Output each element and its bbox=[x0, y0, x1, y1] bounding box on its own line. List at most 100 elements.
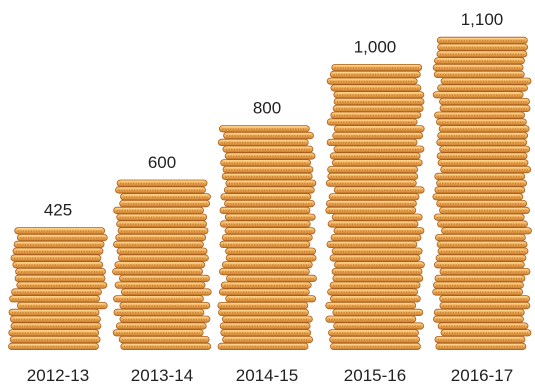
coin-stack-bar bbox=[112, 179, 212, 351]
coin bbox=[440, 77, 532, 85]
coin bbox=[332, 104, 424, 112]
coin bbox=[435, 342, 527, 351]
coin bbox=[218, 125, 310, 133]
coin bbox=[115, 233, 207, 242]
coin bbox=[120, 288, 212, 296]
coin bbox=[12, 261, 104, 269]
x-tick-label: 2016-17 bbox=[451, 366, 513, 385]
coin-stack-bar bbox=[8, 227, 108, 351]
coin bbox=[220, 281, 312, 289]
coin bbox=[217, 301, 309, 310]
coin bbox=[333, 145, 425, 153]
coin bbox=[115, 186, 206, 194]
coin bbox=[436, 138, 528, 146]
coin bbox=[329, 281, 421, 289]
coin bbox=[433, 281, 524, 289]
coin bbox=[325, 206, 417, 214]
coin bbox=[331, 247, 423, 255]
coin bbox=[120, 193, 211, 201]
coin bbox=[437, 159, 529, 167]
coin-stacks bbox=[8, 36, 532, 351]
coin bbox=[8, 342, 99, 351]
coin bbox=[225, 295, 317, 303]
coin bbox=[331, 267, 423, 276]
x-tick-label: 2013-14 bbox=[131, 366, 193, 385]
coin bbox=[223, 131, 314, 140]
coin bbox=[219, 322, 311, 330]
coin bbox=[439, 295, 531, 303]
coin bbox=[116, 213, 208, 221]
coin bbox=[225, 254, 317, 262]
coin bbox=[115, 322, 207, 330]
coin bbox=[434, 57, 525, 65]
value-label: 1,100 bbox=[461, 10, 504, 29]
coin bbox=[220, 159, 312, 167]
coin bbox=[434, 172, 526, 180]
coin bbox=[333, 91, 425, 99]
coin bbox=[223, 186, 315, 194]
coin bbox=[113, 240, 204, 248]
coin bbox=[114, 281, 206, 289]
coin bbox=[222, 165, 314, 174]
coin bbox=[439, 104, 531, 112]
coin bbox=[224, 199, 315, 208]
coin bbox=[437, 220, 528, 228]
coin bbox=[112, 267, 203, 276]
coin bbox=[221, 315, 313, 323]
coin bbox=[222, 145, 314, 153]
coin bbox=[10, 315, 101, 323]
coin bbox=[327, 220, 419, 228]
coin bbox=[15, 267, 106, 276]
coin bbox=[436, 152, 528, 160]
coin bbox=[218, 308, 309, 317]
coin bbox=[334, 261, 425, 269]
coin bbox=[16, 281, 108, 289]
coin bbox=[333, 322, 425, 330]
coin bbox=[221, 261, 313, 269]
coin bbox=[332, 274, 424, 283]
coin bbox=[8, 329, 100, 337]
coin bbox=[225, 247, 316, 255]
coin bbox=[331, 64, 423, 72]
coin bbox=[332, 308, 424, 317]
coin bbox=[225, 179, 317, 187]
coin bbox=[11, 288, 102, 296]
coin bbox=[327, 172, 419, 180]
coin bbox=[119, 199, 211, 208]
coin bbox=[117, 227, 209, 235]
coin bbox=[333, 125, 425, 133]
coin bbox=[16, 233, 108, 242]
coin bbox=[433, 261, 525, 269]
coin bbox=[439, 206, 530, 214]
coin bbox=[434, 274, 526, 283]
coin-stack-bar bbox=[432, 36, 532, 351]
coin bbox=[118, 335, 210, 344]
coin bbox=[333, 98, 425, 106]
coin bbox=[333, 186, 425, 194]
coin bbox=[439, 98, 530, 106]
coin bbox=[433, 213, 525, 221]
coin bbox=[9, 295, 100, 303]
coin bbox=[440, 165, 532, 174]
coin bbox=[328, 329, 419, 337]
coin bbox=[432, 288, 524, 296]
coin bbox=[439, 267, 531, 276]
coin bbox=[437, 131, 529, 140]
coin bbox=[437, 247, 529, 255]
coin bbox=[327, 165, 419, 174]
coin bbox=[325, 315, 417, 323]
coin bbox=[433, 308, 525, 317]
coin bbox=[221, 233, 313, 242]
coin-stack-bar bbox=[217, 125, 317, 351]
coin bbox=[330, 342, 421, 351]
coin bbox=[436, 36, 528, 45]
coin bbox=[441, 227, 532, 235]
coin bbox=[224, 227, 316, 235]
coin bbox=[329, 254, 421, 262]
coin bbox=[326, 77, 418, 85]
coin bbox=[116, 247, 208, 255]
coin bbox=[437, 43, 529, 51]
coin bbox=[330, 111, 422, 119]
coin bbox=[329, 295, 421, 303]
coin bbox=[434, 111, 525, 119]
